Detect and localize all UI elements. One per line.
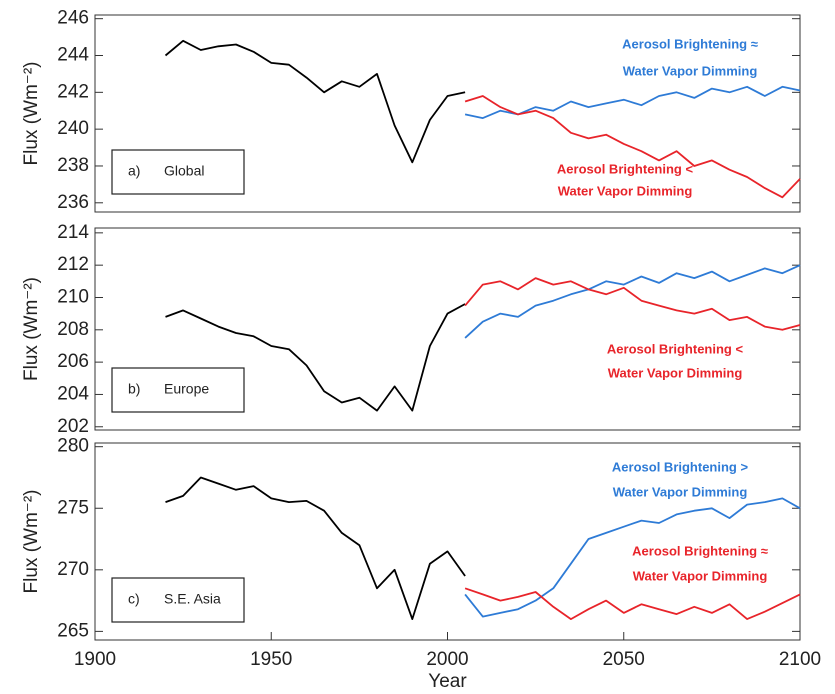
y-tick-label: 246 <box>57 8 89 29</box>
annotation: Aerosol Brightening > <box>612 459 749 474</box>
annotation: Aerosol Brightening < <box>607 341 744 356</box>
y-tick-label: 265 <box>57 620 89 641</box>
plot-frame <box>94 14 801 213</box>
y-tick-label: 238 <box>57 155 89 176</box>
series-line <box>464 95 801 199</box>
series-line <box>464 277 801 331</box>
series-line <box>164 39 466 164</box>
y-tick-label: 270 <box>57 559 89 580</box>
y-tick-label: 210 <box>57 287 89 308</box>
panel-region: S.E. Asia <box>164 591 221 607</box>
panel-region: Europe <box>164 381 209 397</box>
annotation: Aerosol Brightening ≈ <box>622 36 758 51</box>
annotation: Water Vapor Dimming <box>608 365 743 380</box>
y-tick-label: 280 <box>57 436 89 457</box>
y-tick-label: 240 <box>57 118 89 139</box>
x-tick-label: 2100 <box>779 649 821 670</box>
panel-label-box <box>111 577 245 623</box>
y-tick-label: 214 <box>57 222 89 243</box>
y-axis-label: Flux (Wm⁻²) <box>21 277 42 381</box>
panel-letter: c) <box>128 591 140 607</box>
y-tick-label: 202 <box>57 416 89 437</box>
annotation: Water Vapor Dimming <box>558 183 693 198</box>
x-tick-label: 1900 <box>74 649 116 670</box>
annotation: Aerosol Brightening < <box>557 161 694 176</box>
y-tick-label: 236 <box>57 192 89 213</box>
x-tick-label: 2000 <box>426 649 468 670</box>
series-line <box>165 303 466 412</box>
y-axis-label: Flux (Wm⁻²) <box>21 490 42 594</box>
y-tick-label: 204 <box>57 383 89 404</box>
x-axis-label: Year <box>428 671 467 692</box>
annotation: Aerosol Brightening ≈ <box>632 543 768 558</box>
y-axis-label: Flux (Wm⁻²) <box>21 62 42 166</box>
panel-label-box <box>111 149 245 195</box>
annotation: Water Vapor Dimming <box>623 63 758 78</box>
y-tick-label: 244 <box>57 45 89 66</box>
panel-letter: a) <box>128 163 140 179</box>
plot-frame <box>94 227 801 431</box>
x-tick-label: 1950 <box>250 649 292 670</box>
y-tick-label: 242 <box>57 81 89 102</box>
series-line <box>464 497 801 618</box>
panel-region: Global <box>164 163 204 179</box>
y-tick-label: 212 <box>57 254 89 275</box>
y-tick-label: 206 <box>57 351 89 372</box>
x-tick-label: 2050 <box>603 649 645 670</box>
y-tick-label: 275 <box>57 497 89 518</box>
panel-label-box <box>111 367 245 413</box>
y-tick-label: 208 <box>57 319 89 340</box>
annotation: Water Vapor Dimming <box>633 568 768 583</box>
series-line <box>464 264 801 339</box>
annotation: Water Vapor Dimming <box>613 484 748 499</box>
series-line <box>464 587 801 620</box>
series-line <box>165 476 466 620</box>
panel-letter: b) <box>128 381 140 397</box>
